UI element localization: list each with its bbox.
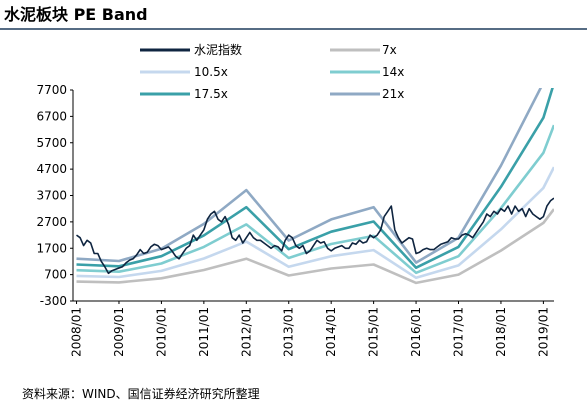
legend-label: 14x bbox=[382, 65, 404, 79]
x-tick-label: 2018/01 bbox=[494, 307, 508, 357]
x-tick-label: 2016/01 bbox=[409, 307, 423, 357]
series-line bbox=[76, 197, 554, 275]
legend-label: 17.5x bbox=[194, 87, 228, 101]
x-tick-label: 2009/01 bbox=[112, 307, 126, 357]
x-tick-label: 2015/01 bbox=[367, 307, 381, 357]
x-tick-label: 2008/01 bbox=[70, 307, 84, 357]
legend-label: 10.5x bbox=[194, 65, 228, 79]
y-tick-label: 7700 bbox=[36, 83, 67, 97]
x-tick-label: 2012/01 bbox=[239, 307, 253, 357]
y-tick-label: 4700 bbox=[36, 162, 67, 176]
x-tick-label: 2014/01 bbox=[324, 307, 338, 357]
legend-label: 水泥指数 bbox=[194, 42, 242, 57]
legend-label: 21x bbox=[382, 87, 404, 101]
y-tick-label: 5700 bbox=[36, 136, 67, 150]
chart-title: 水泥板块 PE Band bbox=[4, 5, 148, 24]
x-tick-label: 2011/01 bbox=[197, 307, 211, 357]
y-tick-label: 3700 bbox=[36, 189, 67, 203]
y-tick-label: 700 bbox=[44, 268, 67, 282]
legend-label: 7x bbox=[382, 43, 397, 57]
plot-area bbox=[76, 88, 554, 285]
y-tick-label: 1700 bbox=[36, 241, 67, 255]
series-line bbox=[76, 208, 554, 285]
y-tick-label: -300 bbox=[40, 294, 67, 308]
source-note: 资料来源：WIND、国信证券经济研究所整理 bbox=[22, 386, 260, 401]
series-line bbox=[76, 166, 554, 280]
series-line bbox=[76, 88, 554, 269]
x-tick-label: 2017/01 bbox=[452, 307, 466, 357]
y-tick-label: 6700 bbox=[36, 109, 67, 123]
x-tick-label: 2019/01 bbox=[536, 307, 550, 357]
x-tick-label: 2010/01 bbox=[154, 307, 168, 357]
x-tick-label: 2013/01 bbox=[282, 307, 296, 357]
y-tick-label: 2700 bbox=[36, 215, 67, 229]
